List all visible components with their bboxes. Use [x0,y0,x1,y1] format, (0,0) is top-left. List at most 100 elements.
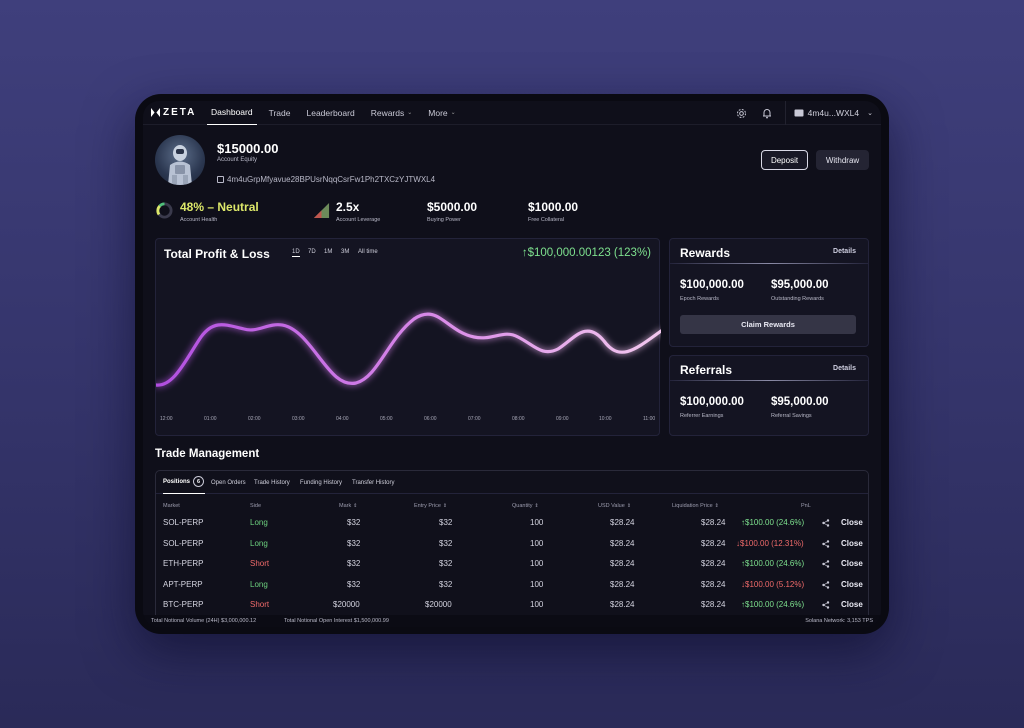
cell-liquidation-price: $28.24 [701,559,726,568]
range-3m[interactable]: 3M [341,249,350,255]
x-tick: 11:00 [643,416,656,422]
nav-rewards[interactable]: Rewards ⌄ [367,101,417,125]
nav-more[interactable]: More ⌄ [424,101,459,125]
col-liquidation-price-label: Liquidation Price [672,503,713,509]
tab-positions[interactable]: Positions 6 [163,476,205,487]
solana-network-tps: Solana Network: 3,153 TPS [805,618,873,624]
pnl-line [156,312,661,387]
nav-right: 4m4u...WXL4 ⌄ [725,101,873,125]
share-icon[interactable] [822,560,830,568]
tab-transfer-history[interactable]: Transfer History [352,480,395,486]
range-all-time[interactable]: All time [358,249,378,255]
share-icon[interactable] [822,581,830,589]
x-tick: 07:00 [468,416,481,422]
close-position-button[interactable]: Close [841,580,863,589]
cell-side: Long [250,580,268,589]
wallet-button[interactable]: 4m4u...WXL4 ⌄ [784,101,873,125]
close-position-button[interactable]: Close [841,559,863,568]
range-1d[interactable]: 1D [292,249,300,257]
referral-savings-label: Referral Savings [771,413,812,419]
tab-open-orders[interactable]: Open Orders [211,480,246,486]
col-liquidation-price[interactable]: Liquidation Price ⇕ [672,503,719,509]
logo-text: ZETA [163,107,197,118]
cell-quantity: 100 [530,539,544,548]
cell-entry-price: $32 [439,539,453,548]
close-position-button[interactable]: Close [841,539,863,548]
nav-dashboard[interactable]: Dashboard [207,101,257,125]
avatar [155,135,205,185]
tab-trade-history[interactable]: Trade History [254,480,290,486]
referrer-earnings-label: Referrer Earnings [680,413,724,419]
epoch-rewards-label: Epoch Rewards [680,296,719,302]
pnl-title: Total Profit & Loss [164,247,270,261]
cell-pnl: ↓$100.00 (12.31%) [736,539,804,548]
x-tick: 01:00 [204,416,217,422]
outstanding-rewards-label: Outstanding Rewards [771,296,824,302]
account-equity-value: $15000.00 [217,141,279,156]
account-address[interactable]: 4m4uGrpMfyavue28BPUsrNqqCsrFw1Ph2TXCzYJT… [217,175,435,184]
referrals-card: Referrals Details $100,000.00 Referrer E… [669,355,869,436]
range-1m[interactable]: 1M [324,249,333,255]
arrow-up-icon: ↑ [741,518,745,527]
claim-rewards-button[interactable]: Claim Rewards [680,315,856,334]
zeta-logo[interactable]: ZETA [151,107,199,118]
settings-gear-icon[interactable] [734,105,750,121]
cell-market: SOL-PERP [163,539,204,548]
stat-buying-power: $5000.00 Buying Power [427,200,477,223]
account-leverage-value: 2.5x [336,200,360,214]
cell-quantity: 100 [530,559,544,568]
cell-pnl-text: $100.00 (5.12%) [745,580,805,589]
withdraw-button[interactable]: Withdraw [816,150,869,170]
col-mark[interactable]: Mark ⇕ [339,503,357,509]
range-7d[interactable]: 7D [308,249,316,255]
rewards-details-link[interactable]: Details [833,248,856,255]
sort-icon: ⇕ [714,503,719,509]
top-nav: ZETA Dashboard Trade Leaderboard Rewards… [143,101,881,125]
rewards-divider [670,263,868,264]
col-quantity[interactable]: Quantity ⇕ [512,503,539,509]
cell-market: ETH-PERP [163,559,204,568]
table-row: SOL-PERP Long $32 $32 100 $28.24 $28.24 … [156,535,868,555]
cell-liquidation-price: $28.24 [701,539,726,548]
share-icon[interactable] [822,540,830,548]
chevron-down-icon: ⌄ [867,110,873,117]
col-usd-value[interactable]: USD Value ⇕ [598,503,631,509]
x-tick: 05:00 [380,416,393,422]
arrow-down-icon: ↓ [736,539,740,548]
col-entry-price-label: Entry Price [414,503,441,509]
share-icon[interactable] [822,519,830,527]
cell-usd-value: $28.24 [610,580,635,589]
table-row: ETH-PERP Short $32 $32 100 $28.24 $28.24… [156,555,868,575]
nav-trade[interactable]: Trade [265,101,295,125]
x-tick: 06:00 [424,416,437,422]
col-entry-price[interactable]: Entry Price ⇕ [414,503,447,509]
close-position-button[interactable]: Close [841,600,863,609]
col-usd-value-label: USD Value [598,503,625,509]
cell-side: Long [250,518,268,527]
chevron-down-icon: ⌄ [450,110,456,116]
bell-icon[interactable] [759,105,775,121]
nav-rewards-label: Rewards [370,107,405,118]
tab-funding-history[interactable]: Funding History [300,480,343,486]
col-market: Market [163,503,180,509]
status-footer: Total Notional Volume (24H) $3,000,000.1… [143,615,881,627]
cell-side: Short [250,559,270,568]
copy-icon[interactable] [217,176,224,183]
account-health-value: 48% – Neutral [180,200,259,214]
deposit-button[interactable]: Deposit [761,150,808,170]
share-icon[interactable] [822,601,830,609]
nav-leaderboard[interactable]: Leaderboard [302,101,358,125]
referrals-details-link[interactable]: Details [833,365,856,372]
close-position-button[interactable]: Close [841,518,863,527]
arrow-up-icon: ↑ [741,559,745,568]
arrow-up-icon: ↑ [741,600,745,609]
wallet-icon [794,109,804,117]
cell-side: Short [250,600,270,609]
nav-more-label: More [428,107,448,118]
x-tick: 10:00 [599,416,612,422]
rewards-title: Rewards [680,246,731,260]
wallet-address: 4m4u...WXL4 [807,108,860,118]
stat-account-leverage: 2.5x Account Leverage [336,200,380,223]
positions-count-badge: 6 [193,476,205,487]
cell-pnl: ↑$100.00 (24.6%) [741,600,804,609]
